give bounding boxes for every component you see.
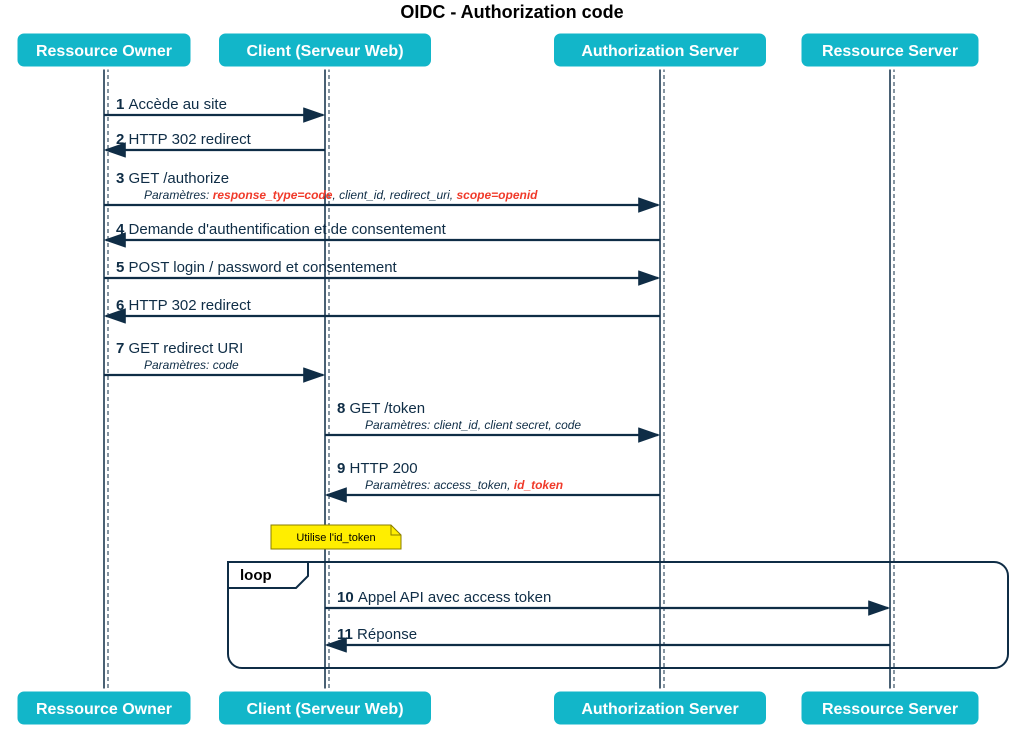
svg-text:Client (Serveur Web): Client (Serveur Web) (246, 701, 403, 718)
actor-rs: Ressource Server (800, 32, 980, 68)
message-4: 4 Demande d'authentification et de conse… (106, 221, 660, 240)
actor-ro: Ressource Owner (16, 32, 192, 68)
svg-text:11 Réponse: 11 Réponse (337, 626, 417, 643)
svg-text:3 GET /authorize: 3 GET /authorize (116, 170, 229, 187)
note: Utilise l'id_token (271, 525, 401, 549)
message-2: 2 HTTP 302 redirect (106, 131, 325, 150)
svg-text:Client (Serveur Web): Client (Serveur Web) (246, 43, 403, 60)
actor-ro: Ressource Owner (16, 690, 192, 726)
svg-text:Paramètres: response_type=code: Paramètres: response_type=code, client_i… (144, 188, 538, 202)
svg-text:Paramètres: code: Paramètres: code (144, 358, 239, 372)
svg-text:loop: loop (240, 567, 272, 584)
message-9: 9 HTTP 200Paramètres: access_token, id_t… (327, 460, 660, 495)
svg-text:5 POST login / password et con: 5 POST login / password et consentement (116, 259, 398, 276)
svg-text:Authorization Server: Authorization Server (581, 701, 738, 718)
actor-as: Authorization Server (553, 690, 768, 726)
actor-as: Authorization Server (553, 32, 768, 68)
svg-text:8 GET /token: 8 GET /token (337, 400, 425, 417)
svg-text:Ressource Owner: Ressource Owner (36, 43, 172, 60)
message-10: 10 Appel API avec access token (325, 589, 888, 608)
actor-cl: Client (Serveur Web) (218, 690, 433, 726)
svg-text:Ressource Owner: Ressource Owner (36, 701, 172, 718)
svg-text:4 Demande d'authentification e: 4 Demande d'authentification et de conse… (116, 221, 447, 238)
message-5: 5 POST login / password et consentement (104, 259, 658, 278)
message-7: 7 GET redirect URIParamètres: code (104, 340, 323, 375)
message-3: 3 GET /authorizeParamètres: response_typ… (104, 170, 658, 205)
actor-rs: Ressource Server (800, 690, 980, 726)
svg-text:Authorization Server: Authorization Server (581, 43, 738, 60)
svg-text:Ressource Server: Ressource Server (822, 701, 958, 718)
message-1: 1 Accède au site (104, 96, 323, 115)
svg-text:9 HTTP 200: 9 HTTP 200 (337, 460, 418, 477)
svg-text:6 HTTP 302 redirect: 6 HTTP 302 redirect (116, 297, 252, 314)
svg-text:1 Accède au site: 1 Accède au site (116, 96, 227, 113)
svg-text:2 HTTP 302 redirect: 2 HTTP 302 redirect (116, 131, 252, 148)
svg-text:Paramètres: client_id, client: Paramètres: client_id, client secret, co… (365, 418, 581, 432)
diagram-title: OIDC - Authorization code (400, 2, 623, 22)
svg-text:10 Appel API avec access token: 10 Appel API avec access token (337, 589, 551, 606)
svg-text:Utilise l'id_token: Utilise l'id_token (296, 532, 375, 544)
svg-text:Paramètres: access_token, id_t: Paramètres: access_token, id_token (365, 478, 563, 492)
message-11: 11 Réponse (327, 626, 890, 645)
actor-cl: Client (Serveur Web) (218, 32, 433, 68)
message-8: 8 GET /tokenParamètres: client_id, clien… (325, 400, 658, 435)
svg-text:Ressource Server: Ressource Server (822, 43, 958, 60)
svg-text:7 GET redirect URI: 7 GET redirect URI (116, 340, 243, 357)
loop-frame: loop (228, 562, 1008, 668)
message-6: 6 HTTP 302 redirect (106, 297, 660, 316)
